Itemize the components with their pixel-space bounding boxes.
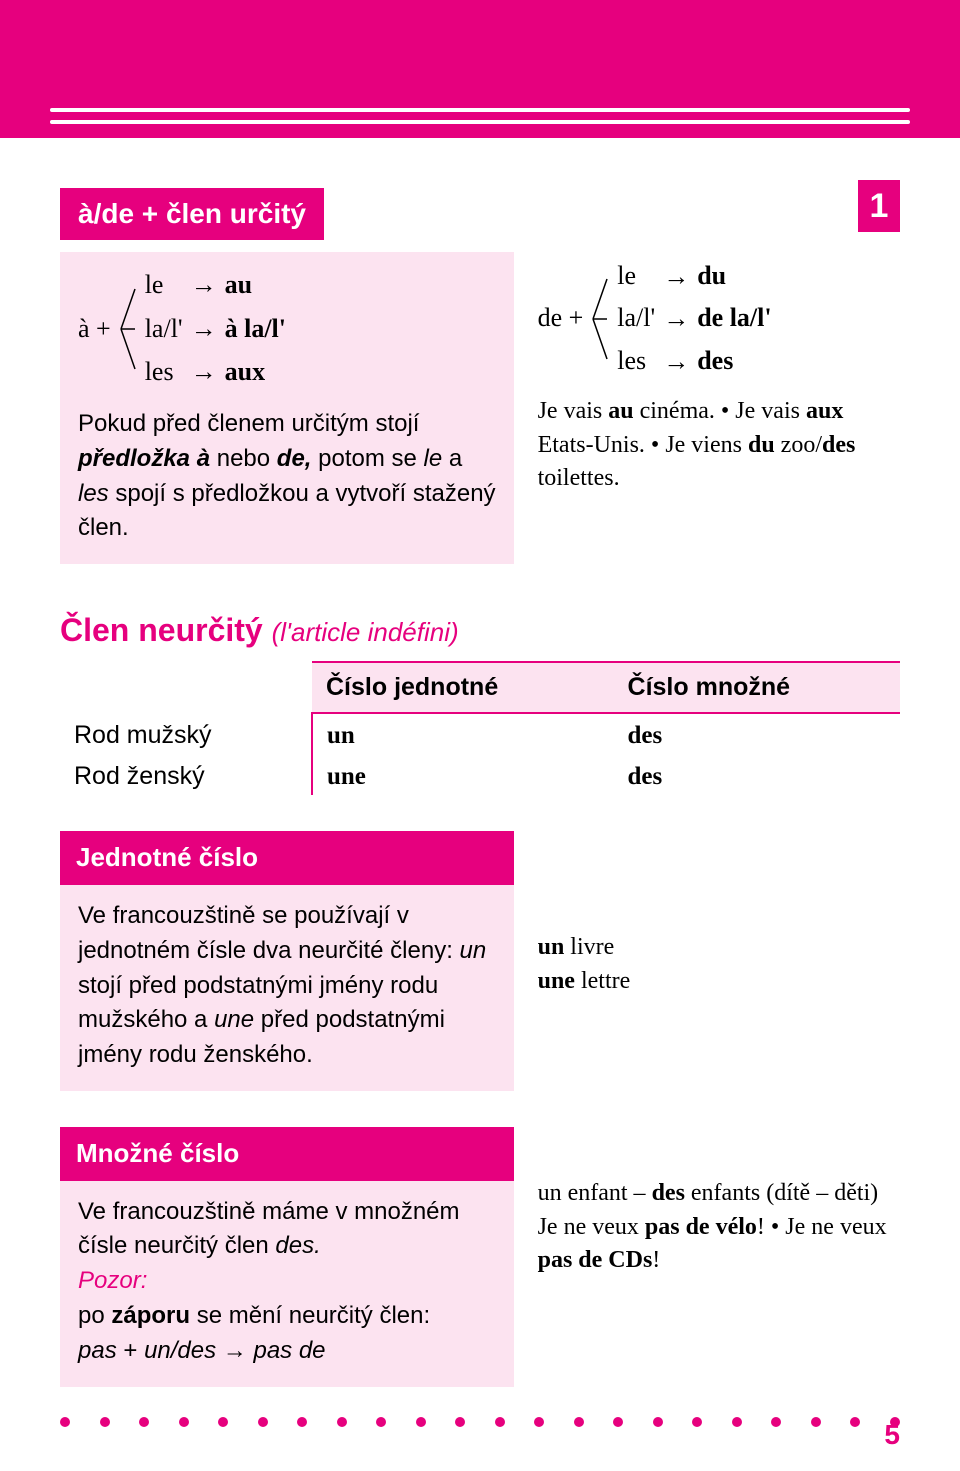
footer-dot bbox=[455, 1417, 465, 1427]
footer-dot bbox=[771, 1417, 781, 1427]
footer-dot bbox=[574, 1417, 584, 1427]
footer-dot bbox=[179, 1417, 189, 1427]
block1-body: Ve francouzštině se používají v jednotné… bbox=[78, 899, 496, 1073]
block1-title: Jednotné číslo bbox=[60, 831, 514, 885]
footer-dot bbox=[692, 1417, 702, 1427]
diagram-prefix: à + bbox=[78, 310, 111, 348]
section1-right-col: de +lela/l'les→→→dude la/l'des Je vais a… bbox=[538, 252, 900, 564]
brace-icon bbox=[119, 279, 137, 379]
arrow-icon: → bbox=[663, 258, 689, 294]
table-header bbox=[60, 662, 312, 713]
block2-body: Ve francouzštině máme v množném čísle ne… bbox=[78, 1195, 496, 1369]
diagram-to: au bbox=[225, 266, 286, 304]
diagram-to: à la/l' bbox=[225, 310, 286, 348]
footer-dot bbox=[100, 1417, 110, 1427]
top-banner bbox=[0, 0, 960, 138]
diagram-to: aux bbox=[225, 353, 286, 391]
diagram-from: le bbox=[145, 266, 183, 304]
footer-dot bbox=[60, 1417, 70, 1427]
arrow-icon: → bbox=[191, 266, 217, 304]
arrow-icon: → bbox=[663, 343, 689, 379]
footer-dot bbox=[534, 1417, 544, 1427]
grammar-table: Číslo jednotnéČíslo množné Rod mužskýunde… bbox=[60, 661, 900, 795]
table-header: Číslo jednotné bbox=[312, 662, 614, 713]
diagram-from: les bbox=[617, 343, 655, 379]
table-cell: un bbox=[312, 713, 614, 754]
footer-dot bbox=[337, 1417, 347, 1427]
block-mnozne: Množné číslo Ve francouzštině máme v mno… bbox=[60, 1127, 900, 1387]
diagram-prefix: de + bbox=[538, 300, 584, 336]
diagram-from: le bbox=[617, 258, 655, 294]
block2-right: un enfant – des enfants (dítě – děti)Je … bbox=[538, 1127, 900, 1278]
table-row-label: Rod mužský bbox=[60, 713, 312, 754]
footer-dot bbox=[218, 1417, 228, 1427]
block1-box: Jednotné číslo Ve francouzštině se použí… bbox=[60, 831, 514, 1091]
table-cell: des bbox=[614, 754, 900, 795]
footer-dot bbox=[850, 1417, 860, 1427]
section1-left-box: à +lela/l'les→→→auà la/l'aux Pokud před … bbox=[60, 252, 514, 564]
block2-box: Množné číslo Ve francouzštině máme v mno… bbox=[60, 1127, 514, 1387]
block2-title: Množné číslo bbox=[60, 1127, 514, 1181]
footer-dots bbox=[60, 1417, 900, 1427]
page-badge: 1 bbox=[858, 180, 900, 232]
footer-dot bbox=[495, 1417, 505, 1427]
footer-dot bbox=[258, 1417, 268, 1427]
block-jednotne: Jednotné číslo Ve francouzštině se použí… bbox=[60, 831, 900, 1091]
table-cell: des bbox=[614, 713, 900, 754]
table-header: Číslo množné bbox=[614, 662, 900, 713]
arrow-icon: → bbox=[663, 300, 689, 336]
arrow-icon: → bbox=[191, 353, 217, 391]
diagram-to: des bbox=[697, 343, 771, 379]
section2-heading-main: Člen neurčitý bbox=[60, 612, 263, 648]
section2-heading: Člen neurčitý (l'article indéfini) bbox=[60, 612, 900, 649]
section1-right-body: Je vais au cinéma. • Je vais aux Etats-U… bbox=[538, 395, 900, 496]
brace-icon bbox=[591, 269, 609, 369]
footer-dot bbox=[139, 1417, 149, 1427]
footer-dot bbox=[297, 1417, 307, 1427]
block1-right: un livreune lettre bbox=[538, 831, 900, 998]
footer-dot bbox=[732, 1417, 742, 1427]
page-number: 5 bbox=[884, 1419, 900, 1451]
footer-dot bbox=[416, 1417, 426, 1427]
section2: Člen neurčitý (l'article indéfini) Číslo… bbox=[60, 612, 900, 1386]
diagram-from: les bbox=[145, 353, 183, 391]
page-content: à/de + člen určitý à +lela/l'les→→→auà l… bbox=[0, 138, 960, 1387]
footer-dot bbox=[613, 1417, 623, 1427]
footer-dot bbox=[811, 1417, 821, 1427]
arrow-icon: → bbox=[191, 310, 217, 348]
section1-title: à/de + člen určitý bbox=[60, 188, 324, 240]
diagram-a: à +lela/l'les→→→auà la/l'aux bbox=[78, 266, 496, 391]
diagram-to: de la/l' bbox=[697, 300, 771, 336]
section2-heading-sub: (l'article indéfini) bbox=[272, 617, 459, 647]
diagram-to: du bbox=[697, 258, 771, 294]
table-row-label: Rod ženský bbox=[60, 754, 312, 795]
diagram-de: de +lela/l'les→→→dude la/l'des bbox=[538, 258, 900, 379]
footer-dot bbox=[376, 1417, 386, 1427]
section1-row: à +lela/l'les→→→auà la/l'aux Pokud před … bbox=[60, 252, 900, 564]
diagram-from: la/l' bbox=[617, 300, 655, 336]
section1-left-body: Pokud před členem určitým stojí předložk… bbox=[78, 407, 496, 546]
footer-dot bbox=[653, 1417, 663, 1427]
diagram-from: la/l' bbox=[145, 310, 183, 348]
table-cell: une bbox=[312, 754, 614, 795]
